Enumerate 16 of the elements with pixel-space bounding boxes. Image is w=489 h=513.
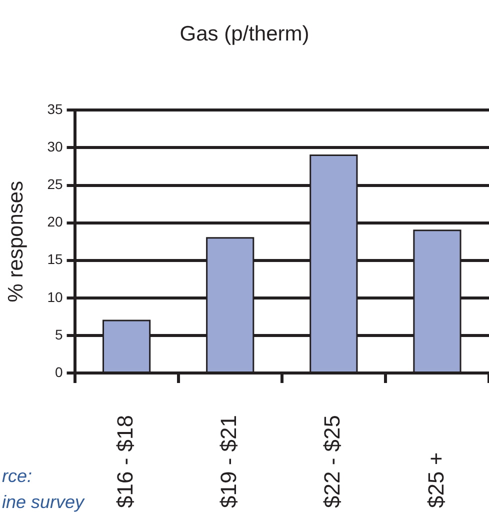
x-tick-label: $19 - $21 xyxy=(216,415,242,508)
y-axis-title: % responses xyxy=(4,180,28,302)
y-tick-label: 35 xyxy=(47,101,63,118)
chart-title: Gas (p/therm) xyxy=(180,22,310,46)
y-tick-label: 30 xyxy=(47,138,63,155)
y-tick-label: 0 xyxy=(54,364,63,380)
x-tick-label: $22 - $25 xyxy=(320,415,345,508)
y-tick-label: 5 xyxy=(54,326,63,342)
text: rce: xyxy=(2,466,32,486)
y-tick-label: 20 xyxy=(47,214,63,230)
y-tick-label: 10 xyxy=(47,288,63,305)
x-tick-label: $25 + xyxy=(423,452,448,508)
y-tick-label: 25 xyxy=(47,176,63,192)
text: ine survey xyxy=(2,492,86,512)
y-tick-label: 15 xyxy=(47,251,63,268)
x-tick-label: $16 - $18 xyxy=(112,415,138,508)
